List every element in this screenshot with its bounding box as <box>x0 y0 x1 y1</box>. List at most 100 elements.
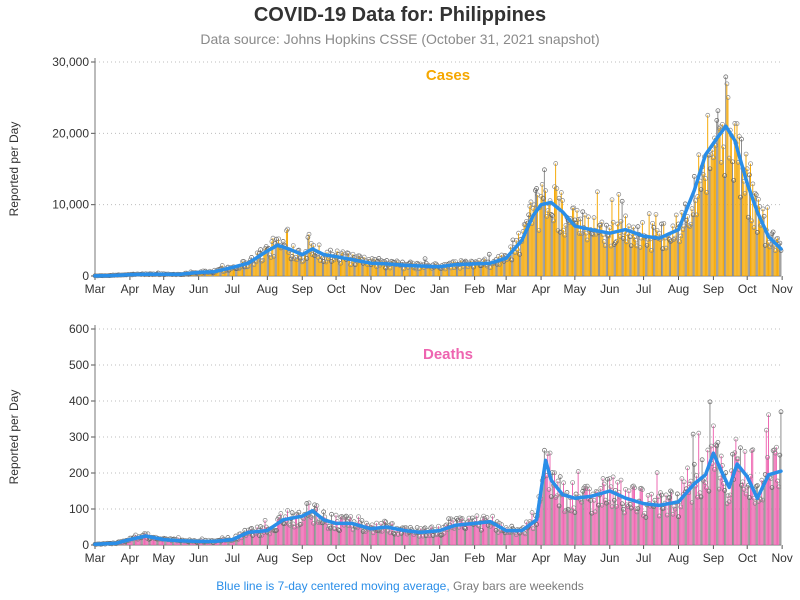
deaths-daily-bar <box>604 500 606 545</box>
cases-daily-bar <box>470 261 472 276</box>
cases-daily-bar <box>686 216 688 276</box>
deaths-daily-bar <box>240 537 242 545</box>
cases-daily-bar <box>620 221 622 276</box>
deaths-daily-point <box>566 508 572 514</box>
deaths-daily-bar <box>267 528 269 545</box>
deaths-daily-point <box>337 528 342 533</box>
cases-daily-bar <box>305 251 307 276</box>
deaths-daily-point <box>722 488 728 493</box>
deaths-daily-point <box>614 503 619 509</box>
deaths-daily-bar <box>136 538 138 545</box>
cases-daily-point <box>635 224 641 229</box>
cases-daily-point <box>673 212 679 218</box>
deaths-daily-point <box>534 522 539 527</box>
cases-daily-point <box>698 187 704 192</box>
deaths-daily-point <box>672 506 678 512</box>
cases-daily-point <box>694 212 699 218</box>
cases-bars <box>94 76 782 277</box>
cases-xtick-label: Mar <box>85 282 106 296</box>
deaths-ytick-label: 400 <box>69 394 89 408</box>
deaths-daily-point <box>598 486 604 491</box>
cases-daily-bar <box>334 255 336 276</box>
footer-moving-average-note: Blue line is 7-day centered moving avera… <box>216 579 450 593</box>
deaths-xtick-label: Jan <box>430 551 449 565</box>
cases-daily-bar <box>216 270 218 276</box>
deaths-daily-bar <box>769 477 771 545</box>
deaths-daily-point <box>547 450 553 456</box>
deaths-daily-bar <box>479 522 481 545</box>
deaths-daily-bar <box>585 488 587 545</box>
cases-daily-bar <box>338 260 340 276</box>
cases-daily-bar <box>771 233 773 276</box>
cases-daily-point <box>725 95 731 100</box>
cases-daily-bar <box>501 255 503 276</box>
deaths-daily-bar <box>543 450 545 545</box>
cases-xtick-label: Sep <box>292 282 314 296</box>
deaths-daily-bar <box>679 501 681 545</box>
cases-daily-bar <box>517 233 519 276</box>
deaths-daily-bar <box>463 528 465 545</box>
deaths-daily-bar <box>284 516 286 545</box>
cases-daily-bar <box>619 236 621 276</box>
cases-daily-bar <box>726 83 728 276</box>
deaths-daily-bar <box>664 503 666 545</box>
deaths-daily-bar <box>775 447 777 545</box>
deaths-daily-bar <box>764 474 766 545</box>
cases-daily-bar <box>736 123 738 277</box>
deaths-daily-bar <box>131 539 133 545</box>
deaths-daily-bar <box>352 529 354 545</box>
cases-daily-point <box>346 251 351 256</box>
deaths-daily-point <box>670 511 676 517</box>
deaths-daily-bar <box>668 497 670 545</box>
deaths-daily-bar <box>755 486 757 545</box>
deaths-daily-bar <box>480 530 482 545</box>
cases-daily-bar <box>457 264 459 276</box>
deaths-daily-bar <box>485 520 487 545</box>
deaths-daily-bar <box>363 530 365 545</box>
cases-daily-point <box>614 238 619 244</box>
deaths-daily-bar <box>321 522 323 545</box>
cases-xtick-label: Dec <box>394 282 415 296</box>
cases-daily-point <box>637 245 643 250</box>
cases-daily-bar <box>284 246 286 276</box>
deaths-daily-point <box>554 493 560 499</box>
cases-daily-point <box>754 230 760 235</box>
deaths-daily-bar <box>677 516 679 545</box>
deaths-daily-bar <box>327 528 329 545</box>
cases-daily-point <box>724 81 730 87</box>
deaths-daily-bar <box>389 532 391 545</box>
deaths-daily-point <box>695 494 700 500</box>
cases-daily-point <box>670 223 676 229</box>
deaths-daily-bar <box>328 526 330 545</box>
deaths-daily-bar <box>695 475 697 545</box>
deaths-daily-bar <box>568 510 570 545</box>
deaths-daily-bar <box>595 491 597 545</box>
deaths-daily-bar <box>593 500 595 545</box>
cases-daily-bar <box>481 261 483 276</box>
deaths-daily-bar <box>712 425 714 545</box>
deaths-daily-bar <box>408 532 410 545</box>
cases-daily-point <box>623 213 628 219</box>
cases-daily-bar <box>380 260 382 276</box>
cases-daily-bar <box>367 264 368 276</box>
cases-daily-point <box>726 155 732 161</box>
deaths-daily-bar <box>273 530 275 545</box>
deaths-daily-bar <box>503 530 505 545</box>
deaths-daily-bar <box>519 533 521 545</box>
deaths-daily-point <box>676 514 681 520</box>
cases-daily-bar <box>688 225 690 276</box>
cases-daily-point <box>579 231 584 237</box>
deaths-daily-point <box>290 521 296 527</box>
cases-daily-point <box>620 236 626 241</box>
deaths-daily-bar <box>368 529 370 545</box>
deaths-daily-bar <box>631 486 633 545</box>
deaths-daily-bar <box>734 452 736 545</box>
cases-daily-bar <box>413 267 415 276</box>
cases-daily-point <box>749 218 755 224</box>
deaths-ytick-label: 600 <box>69 322 89 336</box>
cases-daily-bar <box>762 208 764 276</box>
cases-daily-point <box>626 223 632 229</box>
deaths-daily-point <box>369 522 375 528</box>
deaths-daily-bar <box>345 516 347 545</box>
cases-daily-bar <box>332 254 334 276</box>
